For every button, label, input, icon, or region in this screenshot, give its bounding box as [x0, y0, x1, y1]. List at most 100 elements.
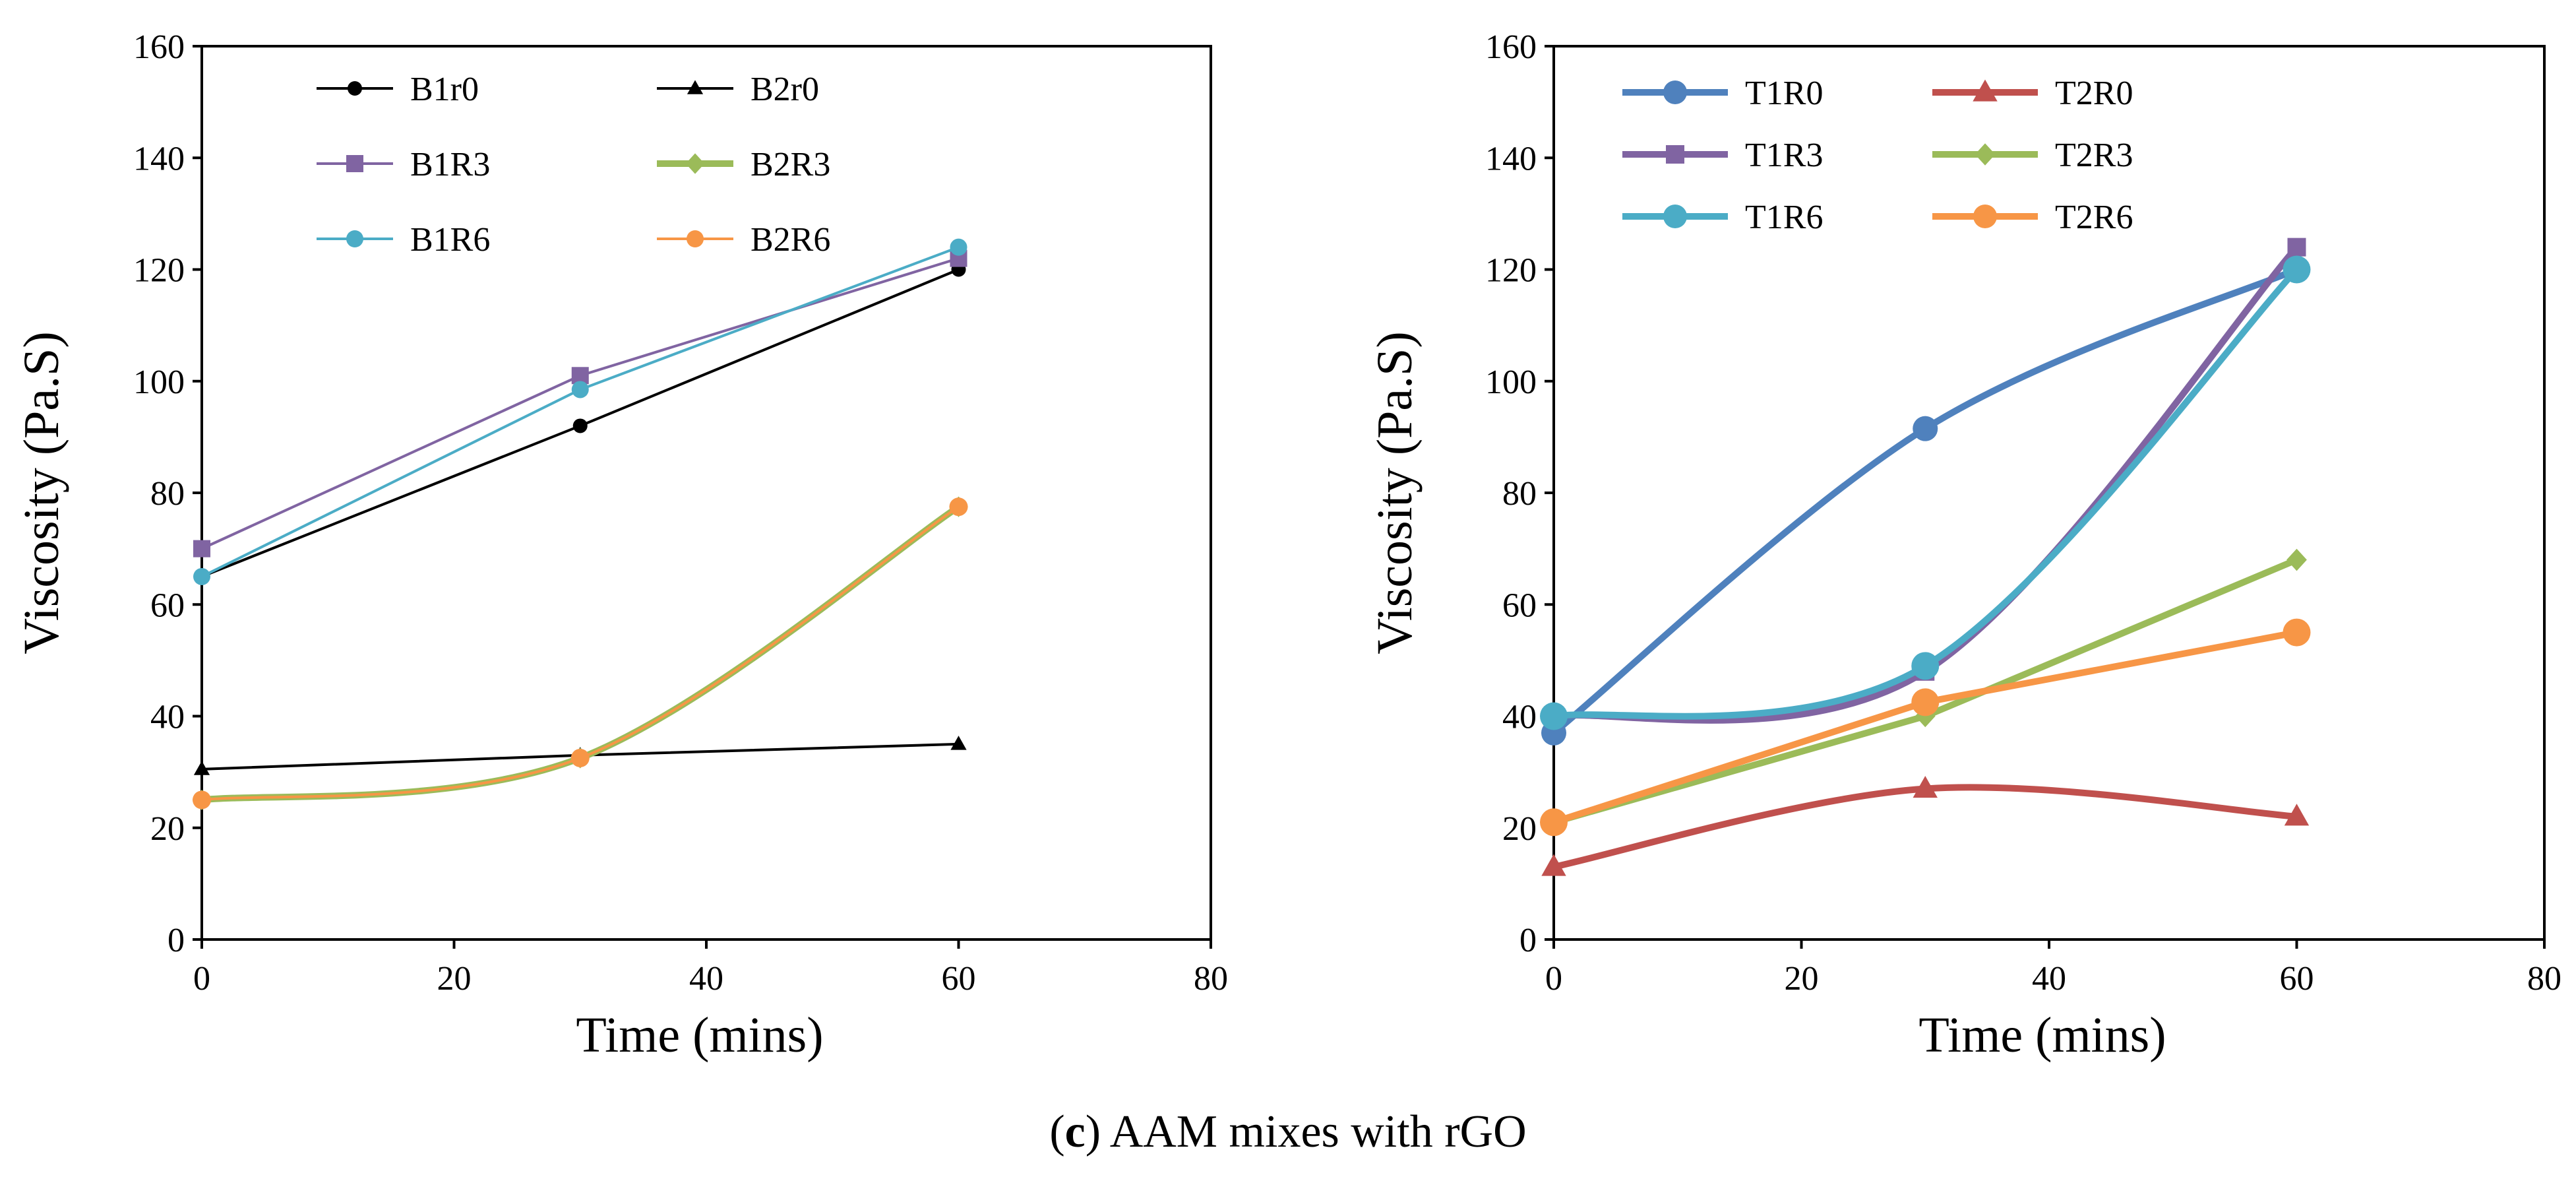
x-tick-label: 80 [1194, 960, 1228, 998]
legend-label: B2r0 [751, 71, 819, 108]
x-tick-label: 40 [2032, 960, 2066, 998]
legend-marker [348, 81, 362, 96]
data-point-t1r3 [2287, 238, 2306, 257]
y-tick-label: 60 [150, 587, 185, 624]
y-tick-label: 40 [150, 699, 185, 736]
data-point-b2r0 [193, 761, 210, 775]
data-point-t2r3 [2286, 548, 2307, 571]
series-line-b1r3 [200, 257, 960, 550]
data-point-b2r6 [193, 790, 211, 810]
data-point-t1r0 [1913, 416, 1938, 441]
y-axis-title: Viscosity (Pa.S) [1367, 331, 1423, 654]
legend-marker [687, 80, 704, 94]
y-tick-label: 100 [133, 364, 185, 401]
legend-marker [1666, 145, 1684, 164]
data-point-t1r6 [1540, 702, 1568, 730]
y-tick-label: 0 [168, 922, 185, 959]
series-b2r6 [193, 497, 968, 810]
y-tick-label: 140 [1485, 140, 1537, 177]
legend-item-t2r6: T2R6 [1932, 199, 2133, 236]
data-point-b2r0 [950, 736, 967, 750]
data-point-b1r6 [571, 381, 589, 398]
data-point-b1r6 [950, 238, 967, 256]
legend-marker [685, 153, 705, 174]
legend-item-t1r0: T1R0 [1622, 75, 1823, 112]
legend-label: B1R3 [410, 146, 490, 183]
data-point-b1r3 [193, 540, 210, 557]
legend-marker [1973, 79, 1998, 102]
legend-item-t1r6: T1R6 [1622, 199, 1823, 236]
data-point-b2r6 [949, 497, 968, 517]
legend: T1R0 T2R0 T1R3 T2R3 T1R6 T2R6 [1622, 75, 2133, 236]
legend-label: T2R0 [2055, 75, 2133, 112]
x-axis-title: Time (mins) [1918, 1007, 2166, 1063]
x-tick-label: 40 [689, 960, 723, 998]
series-line-t2r0 [1550, 784, 2300, 870]
legend-item-b1r6: B1R6 [317, 221, 490, 259]
legend-label: T2R3 [2055, 137, 2133, 174]
legend-label: B2R3 [751, 146, 830, 183]
plot-area-frame [1552, 45, 2546, 941]
y-tick-label: 120 [1485, 252, 1537, 290]
series-b1r3 [193, 249, 967, 557]
data-point-t2r6 [2283, 618, 2311, 647]
y-tick-label: 120 [133, 252, 185, 290]
x-tick-label: 20 [437, 960, 472, 998]
series-t2r6 [1540, 618, 2311, 837]
y-tick-label: 100 [1485, 364, 1537, 401]
x-tick-label: 0 [193, 960, 210, 998]
legend-item-b2r3: B2R3 [657, 146, 830, 183]
series-b1r6 [193, 238, 967, 585]
y-tick-label: 140 [133, 140, 185, 177]
x-axis-title: Time (mins) [576, 1007, 823, 1063]
y-tick-label: 20 [150, 810, 185, 848]
legend-label: B1R6 [410, 221, 490, 259]
legend-item-b2r0: B2r0 [657, 71, 819, 108]
x-tick-label: 0 [1545, 960, 1562, 998]
legend-marker [1663, 80, 1687, 104]
legend-item-t2r0: T2R0 [1932, 75, 2133, 112]
right-chart: 0 20 40 60 80 100 120 140 160 0 20 40 60 80 Time (mins… [1367, 28, 2561, 1063]
y-tick-label: 160 [1485, 28, 1537, 66]
x-tick-label: 60 [942, 960, 976, 998]
series-t2r0 [1541, 775, 2310, 876]
series-line-b1r6 [200, 245, 960, 578]
x-tick-label: 60 [2280, 960, 2314, 998]
series-t1r6 [1540, 255, 2311, 730]
data-point-b2r6 [570, 748, 590, 767]
data-point-t2r6 [1540, 808, 1568, 837]
legend-marker [687, 230, 704, 247]
y-axis-title: Viscosity (Pa.S) [14, 331, 69, 654]
legend-label: T1R0 [1745, 75, 1823, 112]
y-tick-label: 80 [150, 475, 185, 513]
x-tick-label: 80 [2527, 960, 2561, 998]
data-point-t1r6 [1911, 652, 1940, 680]
data-point-t2r6 [1911, 688, 1940, 716]
y-tick-label: 20 [1502, 810, 1537, 848]
y-tick-label: 160 [133, 28, 185, 66]
data-point-t2r0 [2284, 804, 2310, 826]
data-point-t1r6 [2283, 255, 2311, 284]
legend-marker [1973, 205, 1997, 228]
legend-item-b1r0: B1r0 [317, 71, 479, 108]
legend-label: B1r0 [410, 71, 479, 108]
x-tick-label: 20 [1785, 960, 1819, 998]
legend-item-t2r3: T2R3 [1932, 137, 2133, 174]
y-tick-label: 80 [1502, 475, 1537, 513]
legend-label: T2R6 [2055, 199, 2133, 236]
legend-marker [1975, 143, 1996, 166]
legend-label: B2R6 [751, 221, 830, 259]
data-point-b1r0 [572, 418, 588, 433]
plot-area-frame [200, 45, 1212, 941]
legend: B1r0 B2r0 B1R3 B2R3 B1R6 B2R6 [317, 71, 830, 259]
left-chart: 0 20 40 60 80 100 120 140 160 0 20 40 60 80 Time (mins… [14, 28, 1228, 1063]
legend-marker [346, 230, 363, 247]
series-b1r0 [195, 262, 966, 584]
legend-item-t1r3: T1R3 [1622, 137, 1823, 174]
legend-label: T1R3 [1745, 137, 1823, 174]
data-point-b1r6 [193, 567, 210, 585]
y-tick-label: 60 [1502, 587, 1537, 624]
legend-label: T1R6 [1745, 199, 1823, 236]
legend-marker [346, 155, 363, 172]
